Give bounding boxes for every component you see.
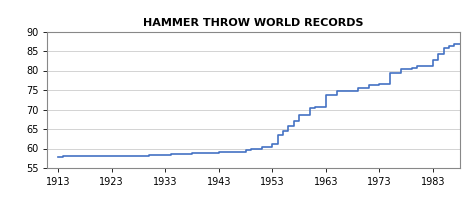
Title: HAMMER THROW WORLD RECORDS: HAMMER THROW WORLD RECORDS [143, 18, 364, 28]
